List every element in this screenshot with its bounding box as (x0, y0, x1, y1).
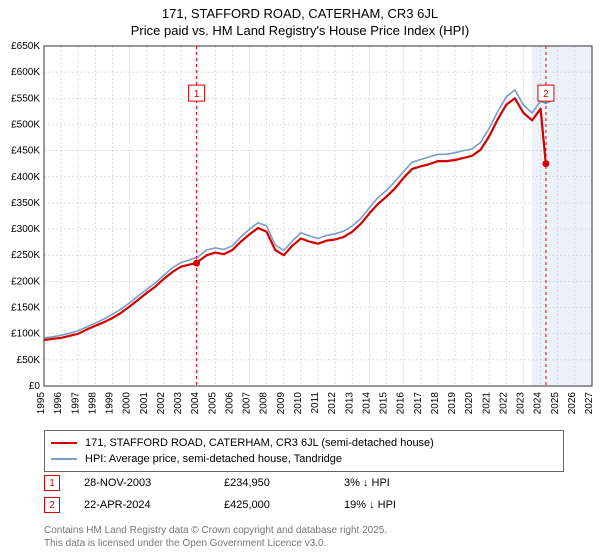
svg-text:2011: 2011 (310, 392, 321, 414)
svg-text:2010: 2010 (293, 392, 304, 415)
svg-text:2: 2 (543, 89, 549, 100)
svg-text:2013: 2013 (344, 392, 355, 415)
svg-text:2021: 2021 (481, 392, 492, 415)
svg-text:£200K: £200K (11, 276, 40, 287)
svg-text:£600K: £600K (11, 67, 40, 78)
svg-text:2016: 2016 (396, 392, 407, 415)
transaction-row-1: 1 28-NOV-2003 £234,950 3% ↓ HPI (44, 472, 564, 494)
transaction-date-2: 22-APR-2024 (84, 499, 224, 511)
chart-svg: £0 £50K £100K £150K £200K £250K £300K £350K £400… (0, 40, 600, 420)
svg-text:2027: 2027 (584, 392, 595, 415)
svg-text:£500K: £500K (11, 119, 40, 130)
chart-title-block: 171, STAFFORD ROAD, CATERHAM, CR3 6JL Pr… (0, 0, 600, 38)
legend-label-hpi: HPI: Average price, semi-detached house,… (85, 453, 342, 465)
svg-text:£650K: £650K (11, 41, 40, 52)
svg-text:£400K: £400K (11, 172, 40, 183)
svg-text:2023: 2023 (516, 392, 527, 415)
transaction-badge-1: 1 (44, 475, 60, 491)
svg-text:2002: 2002 (156, 392, 167, 415)
transaction-pct-1: 3% ↓ HPI (344, 477, 434, 489)
svg-text:1996: 1996 (53, 392, 64, 415)
svg-text:2022: 2022 (498, 392, 509, 415)
svg-text:1997: 1997 (70, 392, 81, 415)
svg-text:2009: 2009 (276, 392, 287, 415)
svg-text:1998: 1998 (87, 392, 98, 415)
svg-text:2008: 2008 (259, 392, 270, 415)
svg-text:2015: 2015 (379, 392, 390, 415)
chart-area: £0 £50K £100K £150K £200K £250K £300K £350K £400… (0, 40, 600, 420)
svg-text:2017: 2017 (413, 392, 424, 415)
svg-text:£550K: £550K (11, 93, 40, 104)
svg-text:2026: 2026 (567, 392, 578, 415)
transaction-table: 1 28-NOV-2003 £234,950 3% ↓ HPI 2 22-APR… (44, 472, 564, 516)
svg-text:2018: 2018 (430, 392, 441, 415)
svg-text:2003: 2003 (173, 392, 184, 415)
transaction-row-2: 2 22-APR-2024 £425,000 19% ↓ HPI (44, 494, 564, 516)
svg-text:1995: 1995 (36, 392, 47, 415)
transaction-pct-2: 19% ↓ HPI (344, 499, 434, 511)
transaction-price-2: £425,000 (224, 499, 344, 511)
svg-text:£100K: £100K (11, 329, 40, 340)
svg-text:1: 1 (194, 89, 200, 100)
legend-label-property: 171, STAFFORD ROAD, CATERHAM, CR3 6JL (s… (85, 437, 434, 449)
svg-text:£300K: £300K (11, 224, 40, 235)
legend-row-hpi: HPI: Average price, semi-detached house,… (51, 451, 557, 467)
transaction-badge-2: 2 (44, 497, 60, 513)
svg-text:£0: £0 (29, 381, 41, 392)
svg-text:2020: 2020 (464, 392, 475, 415)
footer-line1: Contains HM Land Registry data © Crown c… (44, 524, 387, 537)
svg-text:2006: 2006 (224, 392, 235, 415)
svg-text:£450K: £450K (11, 146, 40, 157)
svg-text:2004: 2004 (190, 392, 201, 415)
svg-text:2024: 2024 (533, 392, 544, 415)
svg-text:£50K: £50K (17, 355, 41, 366)
svg-text:2012: 2012 (327, 392, 338, 415)
transaction-date-1: 28-NOV-2003 (84, 477, 224, 489)
footer: Contains HM Land Registry data © Crown c… (44, 524, 387, 550)
svg-text:2001: 2001 (139, 392, 150, 415)
transaction-price-1: £234,950 (224, 477, 344, 489)
svg-text:2000: 2000 (122, 392, 133, 415)
svg-text:1999: 1999 (105, 392, 116, 415)
legend-swatch-hpi (51, 458, 77, 460)
footer-line2: This data is licensed under the Open Gov… (44, 537, 387, 550)
svg-text:2005: 2005 (207, 392, 218, 415)
svg-text:£350K: £350K (11, 198, 40, 209)
legend-swatch-property (51, 442, 77, 444)
legend: 171, STAFFORD ROAD, CATERHAM, CR3 6JL (s… (44, 430, 564, 472)
svg-text:2014: 2014 (361, 392, 372, 415)
svg-text:£150K: £150K (11, 303, 40, 314)
svg-text:2025: 2025 (550, 392, 561, 415)
chart-title-line2: Price paid vs. HM Land Registry's House … (0, 23, 600, 38)
svg-text:£250K: £250K (11, 250, 40, 261)
svg-text:2007: 2007 (242, 392, 253, 415)
svg-text:2019: 2019 (447, 392, 458, 415)
legend-row-property: 171, STAFFORD ROAD, CATERHAM, CR3 6JL (s… (51, 435, 557, 451)
chart-title-line1: 171, STAFFORD ROAD, CATERHAM, CR3 6JL (0, 6, 600, 21)
